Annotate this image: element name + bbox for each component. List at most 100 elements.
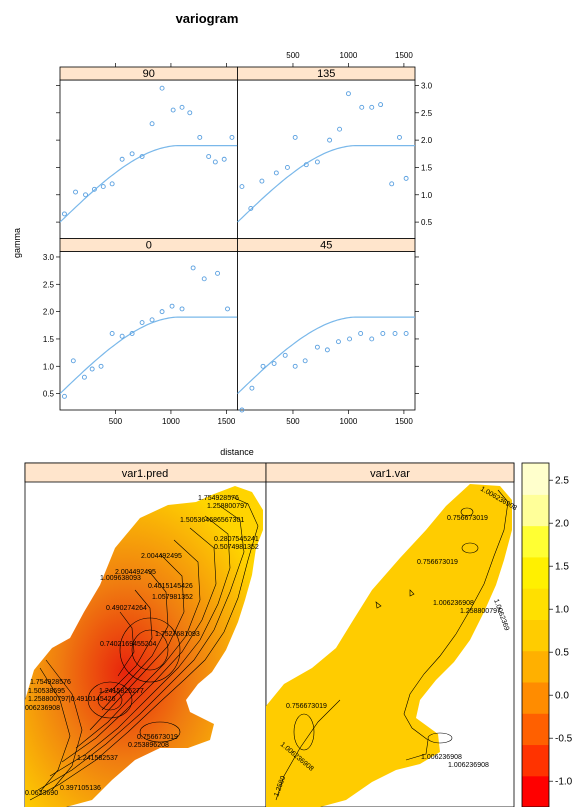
vario-point (239, 184, 245, 190)
vario-point (369, 336, 375, 342)
var-contour-label: 0.756673019 (447, 515, 488, 522)
pred-contour-label: 0.397105136 (60, 785, 101, 792)
vario-point (139, 320, 145, 326)
pred-contour-label: 0.490274264 (106, 605, 147, 612)
colorkey-band (522, 619, 549, 652)
colorkey-tick-label: 2.5 (555, 476, 569, 487)
vario-point (91, 186, 97, 192)
vario-point (271, 361, 277, 366)
pred-contour-label: 0.5074981352 (214, 544, 259, 551)
variogram-title: variogram (176, 11, 239, 26)
vario-point (170, 107, 176, 113)
vario-point (221, 156, 227, 162)
colorkey-frame (521, 462, 550, 807)
vario-point (201, 276, 207, 282)
vario-point (273, 170, 279, 176)
vario-point (359, 104, 365, 110)
x-tick-label: 500 (286, 51, 300, 60)
vario-point (292, 363, 298, 369)
y-tick-label: 1.0 (43, 362, 55, 371)
pred-contour-label: 1.754928576 (30, 679, 71, 686)
pred-contour-label: 0.2807545241 (214, 536, 259, 543)
vario-point (89, 366, 95, 372)
vario-point (215, 270, 220, 276)
colorkey-band (522, 775, 549, 807)
var-contour-label: 1.006236908 (421, 754, 462, 761)
x-tick-label: 1000 (162, 417, 180, 426)
vario-point (159, 309, 165, 315)
vario-point (345, 91, 351, 97)
colorkey-tick-label: 0.5 (555, 648, 569, 659)
x-tick-label: 1500 (218, 417, 236, 426)
ylabel: gamma (12, 228, 22, 258)
vario-point (389, 181, 395, 187)
pred-contour-label: 2.004492495 (141, 553, 182, 560)
vario-point (187, 110, 193, 116)
vario-panel (59, 79, 238, 239)
vario-point (403, 331, 409, 336)
pred-contour-label: 1.50538695 (28, 688, 65, 695)
vario-point (100, 184, 106, 190)
vario-strip-label: 45 (320, 240, 332, 252)
x-tick-label: 1500 (395, 417, 413, 426)
vario-point (239, 407, 245, 413)
vario-point (179, 104, 185, 110)
vario-point (212, 159, 218, 165)
vario-point (129, 151, 135, 157)
vario-point (248, 205, 254, 211)
vario-point (98, 363, 104, 369)
pred-contour-label: 1.7527681093 (155, 631, 200, 638)
colorkey-band (522, 494, 549, 527)
pred-strip-label: var1.pred (122, 468, 168, 480)
colorkey-band (522, 588, 549, 620)
var-contour-label: 1.258800797 (460, 608, 501, 615)
vario-point (70, 358, 76, 364)
y-tick-label: 1.5 (43, 335, 55, 344)
colorkey-tick-label: 1.0 (555, 605, 569, 616)
vario-strip (237, 238, 416, 252)
y-tick-label: 2.0 (421, 136, 433, 145)
kriging-plot: var1.pred (24, 462, 573, 807)
vario-point (327, 137, 333, 143)
pred-contour-label: 1.241582537 (77, 755, 118, 762)
x-tick-label: 1000 (340, 417, 358, 426)
vario-point (197, 134, 203, 140)
vario-point (119, 333, 125, 339)
variogram-plot: 90 135 500 1000 1500 0.5 1.0 1.5 2.0 2.5 3.0 0 500 10… (43, 51, 433, 426)
vario-point (190, 265, 196, 271)
vario-point (284, 164, 290, 170)
var-contours (275, 489, 509, 801)
vario-point (337, 126, 343, 132)
colorkey-tick-label: -1.0 (555, 777, 573, 788)
colorkey-tick-label: -0.5 (555, 734, 573, 745)
vario-point (302, 358, 308, 364)
vario-point (380, 331, 386, 336)
vario-panel (59, 251, 238, 411)
pred-contour-label: 2.004492495 (115, 569, 156, 576)
colorkey-tick-label: 2.0 (555, 519, 569, 530)
pred-contour-label: 1.754928576 (198, 495, 239, 502)
y-tick-label: 1.5 (421, 163, 433, 172)
vario-point (119, 156, 125, 162)
var-contour-label: 0.756673019 (417, 559, 458, 566)
model-curve (59, 145, 238, 223)
vario-point (225, 306, 230, 312)
var-contour-label: 0.756673019 (286, 703, 327, 710)
vario-strip-label: 0 (146, 240, 152, 252)
pred-contours (29, 495, 259, 801)
vario-point (282, 352, 288, 358)
pred-contour-label: 1.258800797 (207, 503, 248, 510)
pred-contour-label: 1.505364686567301 (180, 517, 244, 524)
y-tick-label: 0.5 (43, 390, 55, 399)
pred-contour-label: 0.0623690 (25, 790, 58, 797)
vario-point (369, 104, 375, 110)
pred-contour-label: 1.009638093 (100, 575, 141, 582)
vario-point (358, 331, 364, 336)
pred-contour-label: 0.253896208 (128, 742, 169, 749)
pred-contour-label: 1.2415825277 (99, 688, 144, 695)
vario-point (61, 211, 67, 217)
vario-point (347, 336, 352, 342)
y-tick-label: 1.0 (421, 191, 433, 200)
model-curve (59, 316, 238, 395)
colorkey-band (522, 744, 549, 777)
